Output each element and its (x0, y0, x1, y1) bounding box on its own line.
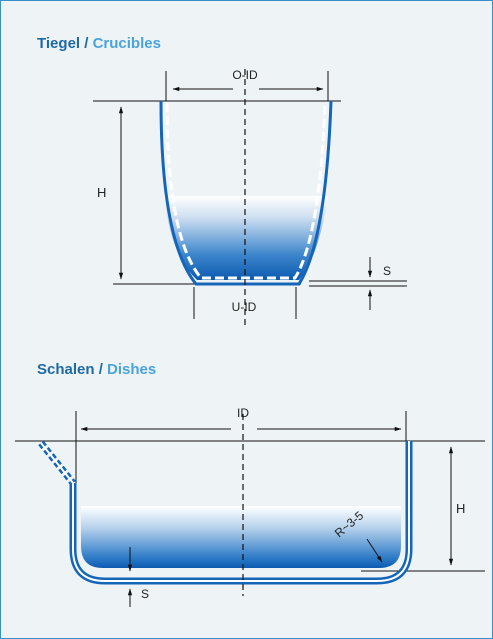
crucibles-heading: Tiegel / Crucibles (37, 35, 161, 52)
crucible-outer-wall (159, 100, 333, 286)
crucible-drawing: O-ID H U-ID S (93, 68, 407, 327)
dish-drawing: ID H S R~3-5 (15, 406, 485, 607)
dishes-heading: Schalen / Dishes (37, 361, 156, 378)
dish-wall-inner (72, 441, 410, 582)
dishes-title-separator: / (94, 361, 108, 378)
dishes-title-de: Schalen (37, 361, 95, 378)
crucible-oid-label: O-ID (232, 68, 258, 82)
crucible-fill (164, 196, 328, 280)
crucible-height-label: H (97, 185, 106, 200)
crucible-wall-label: S (383, 264, 391, 278)
dish-radius-arrow (366, 538, 383, 563)
dish-wall-label: S (141, 587, 149, 601)
crucible-inner-wall (165, 102, 327, 280)
dish-id-label: ID (237, 406, 249, 420)
crucible-uid-label: U-ID (232, 300, 257, 314)
crucibles-title-separator: / (80, 35, 93, 52)
crucibles-title-de: Tiegel (37, 35, 81, 52)
crucibles-title-en: Crucibles (92, 35, 161, 52)
dish-wall-broken-inner (40, 442, 74, 484)
dishes-title-en: Dishes (107, 361, 157, 378)
dish-fill (81, 506, 401, 568)
dish-height-label: H (456, 501, 465, 516)
